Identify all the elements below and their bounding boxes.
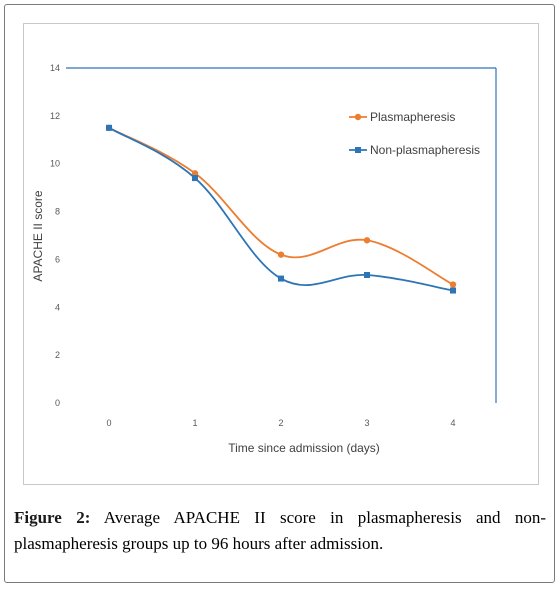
- chart-legend: Plasmapheresis Non-plasmapheresis: [349, 110, 480, 157]
- data-point-marker: [191, 170, 199, 177]
- legend-marker: [354, 113, 362, 121]
- x-tick-label: 3: [364, 418, 369, 428]
- data-point-marker: [363, 237, 371, 244]
- y-tick-label: 10: [50, 159, 60, 169]
- x-tick-label: 2: [278, 418, 283, 428]
- x-tick-label: 1: [192, 418, 197, 428]
- data-point-marker: [192, 175, 198, 182]
- caption-label: Figure 2:: [14, 508, 91, 527]
- data-point-marker: [277, 251, 285, 258]
- figure-caption: Figure 2: Average APACHE II score in pla…: [14, 505, 546, 557]
- data-point-marker: [449, 281, 457, 288]
- y-tick-label: 8: [55, 207, 60, 217]
- legend-label: Non-plasmapheresis: [370, 143, 480, 157]
- y-tick-label: 12: [50, 111, 60, 121]
- y-axis-title: APACHE II score: [31, 190, 45, 281]
- legend-marker: [355, 147, 361, 153]
- y-tick-label: 6: [55, 254, 60, 264]
- y-tick-label: 2: [55, 350, 60, 360]
- data-point-marker: [364, 271, 370, 278]
- legend-label: Plasmapheresis: [370, 110, 455, 124]
- data-point-marker: [106, 124, 112, 131]
- x-axis-title: Time since admission (days): [228, 441, 380, 455]
- y-tick-label: 4: [55, 302, 60, 312]
- x-tick-label: 4: [450, 418, 455, 428]
- series-line-2: [108, 127, 454, 292]
- caption-text: Average APACHE II score in plasmapheresi…: [14, 508, 547, 553]
- data-point-marker: [450, 287, 456, 294]
- y-tick-label: 0: [55, 398, 60, 408]
- chart-frame: [23, 23, 539, 485]
- figure-frame: [4, 4, 555, 583]
- chart-series: [105, 124, 457, 294]
- data-point-marker: [278, 275, 284, 282]
- x-tick-label: 0: [106, 418, 111, 428]
- y-tick-label: 14: [50, 63, 60, 73]
